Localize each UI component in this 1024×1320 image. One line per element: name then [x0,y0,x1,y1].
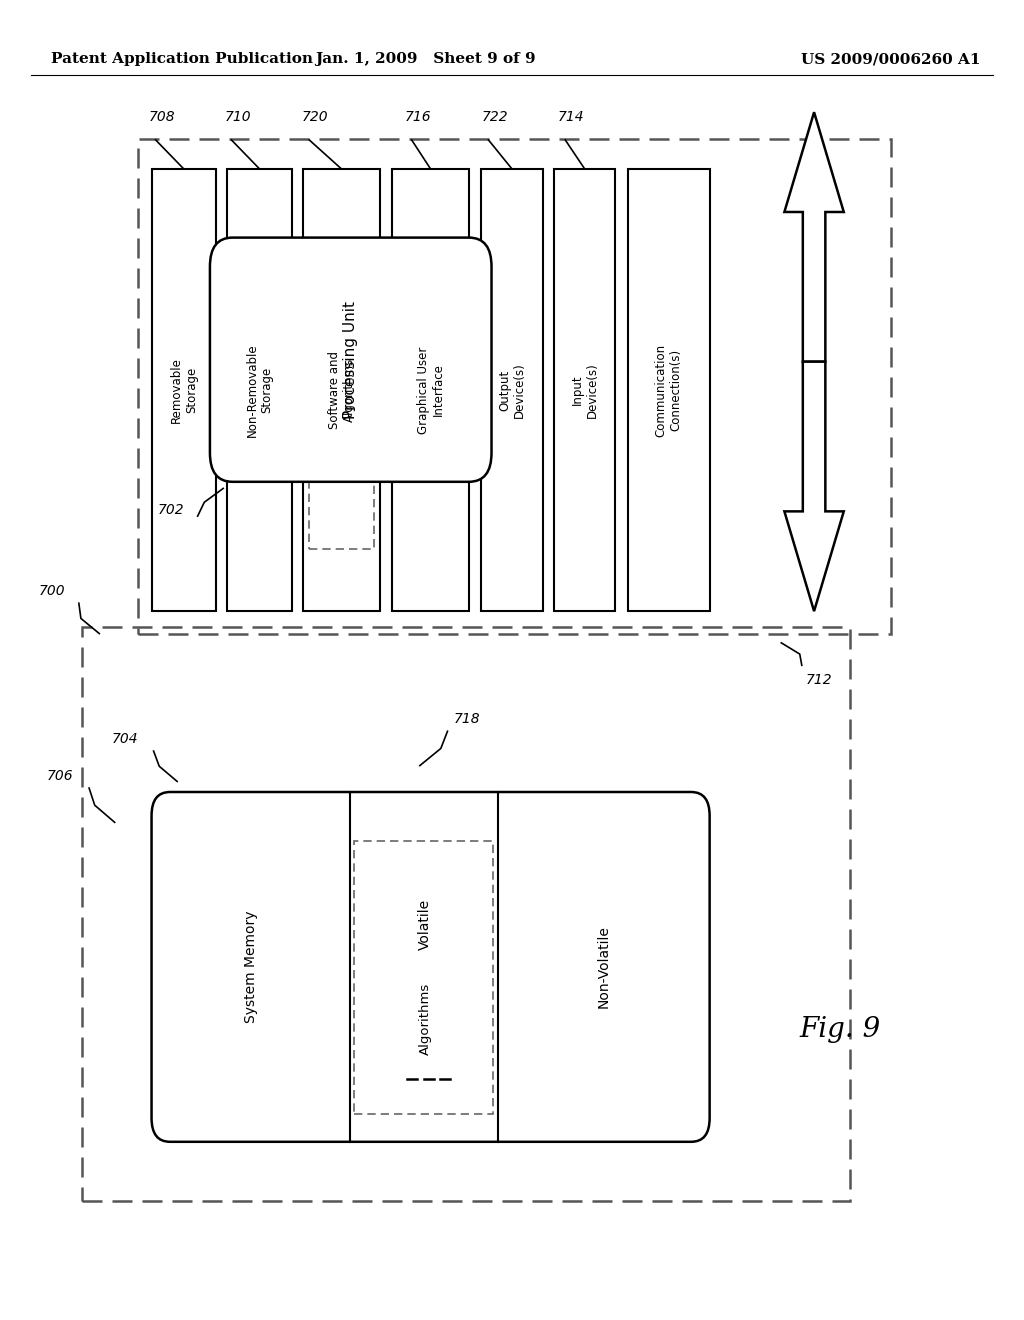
Text: Jan. 1, 2009   Sheet 9 of 9: Jan. 1, 2009 Sheet 9 of 9 [314,53,536,66]
Text: Volatile: Volatile [418,899,432,950]
Text: System Memory: System Memory [244,911,258,1023]
Bar [628,169,710,611]
Bar [392,169,469,611]
FancyBboxPatch shape [152,792,710,1142]
Text: Non-Removable
Storage: Non-Removable Storage [246,343,273,437]
Bar [152,169,216,611]
Text: Input
Device(s): Input Device(s) [570,362,599,418]
Text: Fig. 9: Fig. 9 [799,1016,881,1043]
Bar [481,169,543,611]
Text: Output
Device(s): Output Device(s) [498,362,526,418]
Text: 702: 702 [158,503,184,516]
Polygon shape [784,112,844,362]
Text: 706: 706 [47,768,74,783]
Text: 720: 720 [302,110,329,124]
Bar [303,169,380,611]
Text: 700: 700 [39,583,66,598]
Text: Removable
Storage: Removable Storage [170,358,198,422]
Bar [554,169,615,611]
Text: 718: 718 [454,711,480,726]
Text: 716: 716 [404,110,431,124]
FancyBboxPatch shape [210,238,492,482]
Text: 722: 722 [481,110,508,124]
Text: 708: 708 [148,110,175,124]
Text: Software and
Algorithms: Software and Algorithms [328,351,355,429]
Text: 714: 714 [558,110,585,124]
Text: US 2009/0006260 A1: US 2009/0006260 A1 [801,53,981,66]
Polygon shape [784,362,844,611]
Text: Communication
Connection(s): Communication Connection(s) [654,343,683,437]
Text: Algorithms: Algorithms [419,983,431,1056]
Text: Patent Application Publication: Patent Application Publication [51,53,313,66]
Text: 712: 712 [806,673,833,688]
Text: 704: 704 [112,731,138,746]
Bar [227,169,292,611]
Text: Graphical User
Interface: Graphical User Interface [417,346,444,434]
Text: Processing Unit: Processing Unit [343,301,358,418]
Text: 710: 710 [224,110,251,124]
Text: Non-Volatile: Non-Volatile [597,925,610,1008]
